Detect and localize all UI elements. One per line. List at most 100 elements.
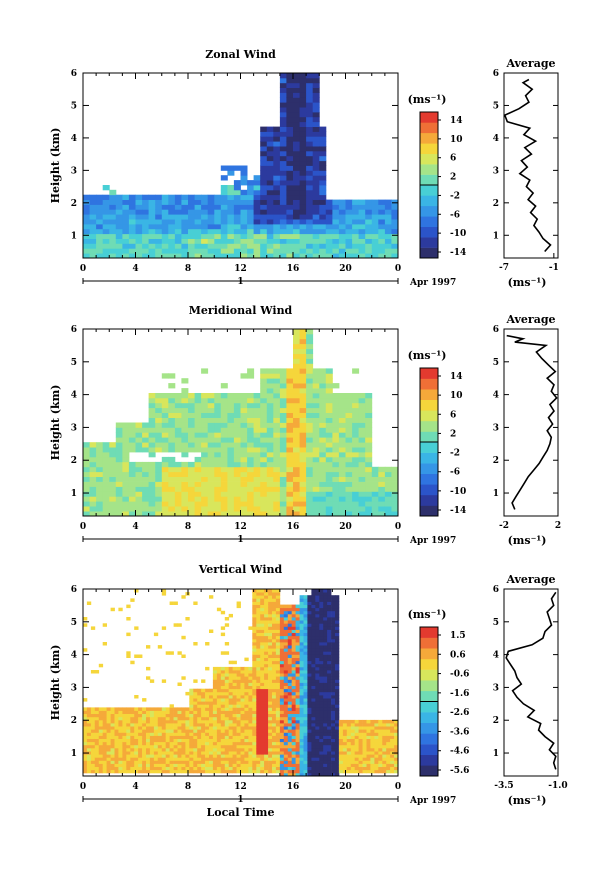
heatmap-cell xyxy=(236,695,241,699)
heatmap-cell xyxy=(94,723,100,727)
heatmap-cell xyxy=(279,422,287,428)
heatmap-cell xyxy=(260,735,265,739)
heatmap-cell xyxy=(391,471,399,477)
heatmap-cell xyxy=(312,476,320,482)
heatmap-cell xyxy=(207,407,215,413)
heatmap-cell xyxy=(83,710,88,714)
heatmap-cell xyxy=(319,199,327,205)
heatmap-cell xyxy=(275,673,281,677)
heatmap-cell xyxy=(126,766,131,771)
heatmap-cell xyxy=(157,751,163,755)
heatmap-cell xyxy=(311,685,316,690)
heatmap-cell xyxy=(260,481,268,487)
heatmap-cell xyxy=(279,373,287,379)
heatmap-cell xyxy=(193,748,198,752)
heatmap-cell xyxy=(214,238,222,244)
heatmap-cell xyxy=(323,713,328,718)
heatmap-cell xyxy=(142,481,150,487)
heatmap-cell xyxy=(256,595,261,599)
y-tick-label: 6 xyxy=(71,325,77,335)
heatmap-cell xyxy=(220,204,228,210)
heatmap-cell xyxy=(256,760,261,764)
heatmap-cell xyxy=(266,373,274,379)
heatmap-cell xyxy=(247,393,255,399)
heatmap-cell xyxy=(248,626,253,630)
heatmap-cell xyxy=(189,688,194,693)
heatmap-cell xyxy=(315,748,320,752)
heatmap-cell xyxy=(224,698,230,702)
heatmap-cell xyxy=(247,427,255,433)
heatmap-cell xyxy=(332,412,340,418)
heatmap-cell xyxy=(135,447,143,453)
heatmap-cell xyxy=(352,501,360,507)
heatmap-cell xyxy=(371,501,379,507)
heatmap-cell xyxy=(303,760,308,764)
heatmap-cell xyxy=(94,751,100,755)
heatmap-cell xyxy=(205,769,210,774)
heatmap-cell xyxy=(286,427,294,433)
heatmap-cell xyxy=(114,726,119,730)
heatmap-cell xyxy=(273,194,281,200)
heatmap-cell xyxy=(323,741,328,746)
heatmap-cell xyxy=(272,729,277,733)
heatmap-cell xyxy=(165,741,170,746)
heatmap-cell xyxy=(240,397,248,404)
heatmap-cell xyxy=(327,673,332,677)
heatmap-cell xyxy=(291,654,296,658)
heatmap-cell xyxy=(209,757,214,761)
heatmap-cell xyxy=(181,710,186,714)
heatmap-cell xyxy=(193,710,198,714)
heatmap-cell xyxy=(189,723,194,727)
heatmap-cell xyxy=(90,735,96,739)
heatmap-cell xyxy=(275,707,281,711)
heatmap-cell xyxy=(146,757,151,761)
heatmap-cell xyxy=(252,688,257,693)
heatmap-cell xyxy=(89,253,97,259)
heatmap-cell xyxy=(142,757,147,761)
heatmap-cell xyxy=(115,209,123,215)
heatmap-cell xyxy=(161,763,167,767)
heatmap-cell xyxy=(286,486,294,492)
heatmap-cell xyxy=(252,629,257,633)
heatmap-cell xyxy=(299,601,304,605)
heatmap-cell xyxy=(146,645,151,649)
heatmap-cell xyxy=(331,719,336,724)
heatmap-cell xyxy=(311,763,316,767)
heatmap-cell xyxy=(268,766,273,771)
heatmap-cell xyxy=(366,757,371,761)
heatmap-cell xyxy=(102,741,107,746)
heatmap-cell xyxy=(181,238,189,244)
heatmap-cell xyxy=(233,253,241,259)
heatmap-cell xyxy=(332,228,340,235)
heatmap-cell xyxy=(286,175,294,181)
heatmap-cell xyxy=(228,676,233,680)
heatmap-cell xyxy=(275,744,281,749)
heatmap-cell xyxy=(394,757,399,761)
heatmap-cell xyxy=(266,175,274,181)
heatmap-cell xyxy=(134,748,139,752)
heatmap-cell xyxy=(174,496,182,502)
heatmap-cell xyxy=(224,642,230,646)
heatmap-cell xyxy=(256,769,261,774)
heatmap-cell xyxy=(201,723,206,727)
heatmap-cell xyxy=(128,248,136,254)
heatmap-cell xyxy=(201,427,209,433)
heatmap-cell xyxy=(240,682,245,686)
heatmap-cell xyxy=(293,185,300,191)
heatmap-cell xyxy=(115,442,123,448)
heatmap-cell xyxy=(233,506,241,512)
heatmap-cell xyxy=(279,442,287,448)
heatmap-cell xyxy=(169,741,174,746)
heatmap-cell xyxy=(122,491,130,497)
heatmap-cell xyxy=(315,617,320,621)
heatmap-cell xyxy=(342,754,348,758)
heatmap-cell xyxy=(256,726,261,730)
heatmap-cell xyxy=(146,735,151,739)
heatmap-cell xyxy=(291,657,296,662)
heatmap-cell xyxy=(161,194,169,200)
heatmap-cell xyxy=(279,738,285,743)
heatmap-cell xyxy=(295,691,300,696)
heatmap-cell xyxy=(335,638,340,643)
heatmap-cell xyxy=(315,654,320,658)
heatmap-cell xyxy=(233,185,241,191)
